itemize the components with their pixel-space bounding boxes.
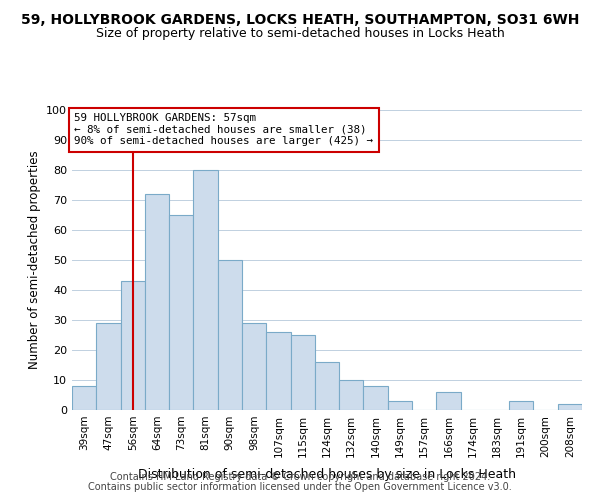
- X-axis label: Distribution of semi-detached houses by size in Locks Heath: Distribution of semi-detached houses by …: [138, 468, 516, 481]
- Bar: [436, 392, 461, 410]
- Bar: [121, 281, 145, 410]
- Y-axis label: Number of semi-detached properties: Number of semi-detached properties: [28, 150, 41, 370]
- Bar: [242, 323, 266, 410]
- Bar: [266, 332, 290, 410]
- Text: 59, HOLLYBROOK GARDENS, LOCKS HEATH, SOUTHAMPTON, SO31 6WH: 59, HOLLYBROOK GARDENS, LOCKS HEATH, SOU…: [21, 12, 579, 26]
- Text: Size of property relative to semi-detached houses in Locks Heath: Size of property relative to semi-detach…: [95, 28, 505, 40]
- Bar: [509, 401, 533, 410]
- Bar: [96, 323, 121, 410]
- Bar: [558, 404, 582, 410]
- Bar: [169, 215, 193, 410]
- Bar: [364, 386, 388, 410]
- Bar: [72, 386, 96, 410]
- Bar: [218, 260, 242, 410]
- Bar: [193, 170, 218, 410]
- Bar: [339, 380, 364, 410]
- Bar: [290, 335, 315, 410]
- Bar: [315, 362, 339, 410]
- Text: 59 HOLLYBROOK GARDENS: 57sqm
← 8% of semi-detached houses are smaller (38)
90% o: 59 HOLLYBROOK GARDENS: 57sqm ← 8% of sem…: [74, 113, 373, 146]
- Bar: [388, 401, 412, 410]
- Text: Contains public sector information licensed under the Open Government Licence v3: Contains public sector information licen…: [88, 482, 512, 492]
- Text: Contains HM Land Registry data © Crown copyright and database right 2024.: Contains HM Land Registry data © Crown c…: [110, 472, 490, 482]
- Bar: [145, 194, 169, 410]
